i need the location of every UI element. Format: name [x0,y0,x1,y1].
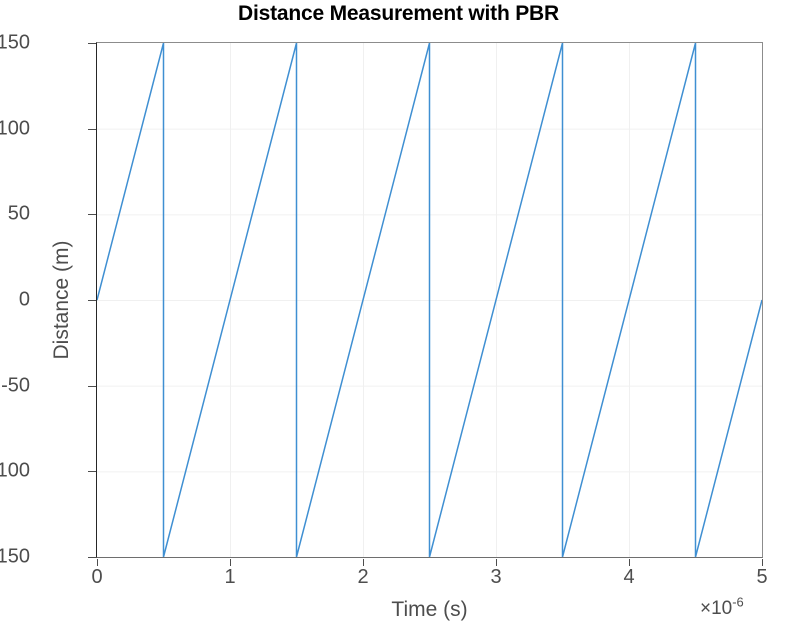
plot-area [96,42,763,558]
x-axis-exponent-label: ×10-6 [700,594,744,620]
y-axis-tick-label: 0 [18,288,30,311]
x-axis-tick-mark [762,559,763,566]
exponent-power: -6 [732,594,744,610]
y-axis-label: Distance (m) [50,240,73,360]
y-axis-tick-label: -100 [0,459,30,482]
x-axis-tick-mark [230,559,231,566]
x-axis-tick-label: 5 [756,566,768,588]
y-axis-tick-label: -50 [1,374,30,397]
y-axis-tick-mark [88,471,96,472]
y-axis-tick-mark [88,300,96,301]
y-axis-tick-label: 100 [0,117,30,140]
plot-svg [97,43,762,557]
x-axis-tick-label: 3 [490,566,502,588]
x-axis-tick-label: 2 [357,566,369,588]
x-axis-tick-mark [629,559,630,566]
y-axis-tick-mark [88,214,96,215]
exponent-base: ×10 [700,598,733,619]
x-axis-tick-label: 0 [91,566,103,588]
y-axis-tick-mark [88,386,96,387]
y-axis-tick-mark [88,43,96,44]
y-axis-tick-mark [88,557,96,558]
x-axis-tick-mark [496,559,497,566]
x-axis-tick-label: 4 [623,566,635,588]
y-axis-tick-label: 50 [7,202,30,225]
chart-title: Distance Measurement with PBR [238,2,559,25]
y-axis-tick-label: 150 [0,31,30,54]
x-axis-label: Time (s) [391,598,468,621]
data-series-line [97,43,762,557]
y-axis-tick-mark [88,129,96,130]
x-axis-tick-mark [97,559,98,566]
x-axis-tick-label: 1 [224,566,236,588]
y-axis-tick-label: -150 [0,545,30,568]
x-axis-tick-mark [363,559,364,566]
